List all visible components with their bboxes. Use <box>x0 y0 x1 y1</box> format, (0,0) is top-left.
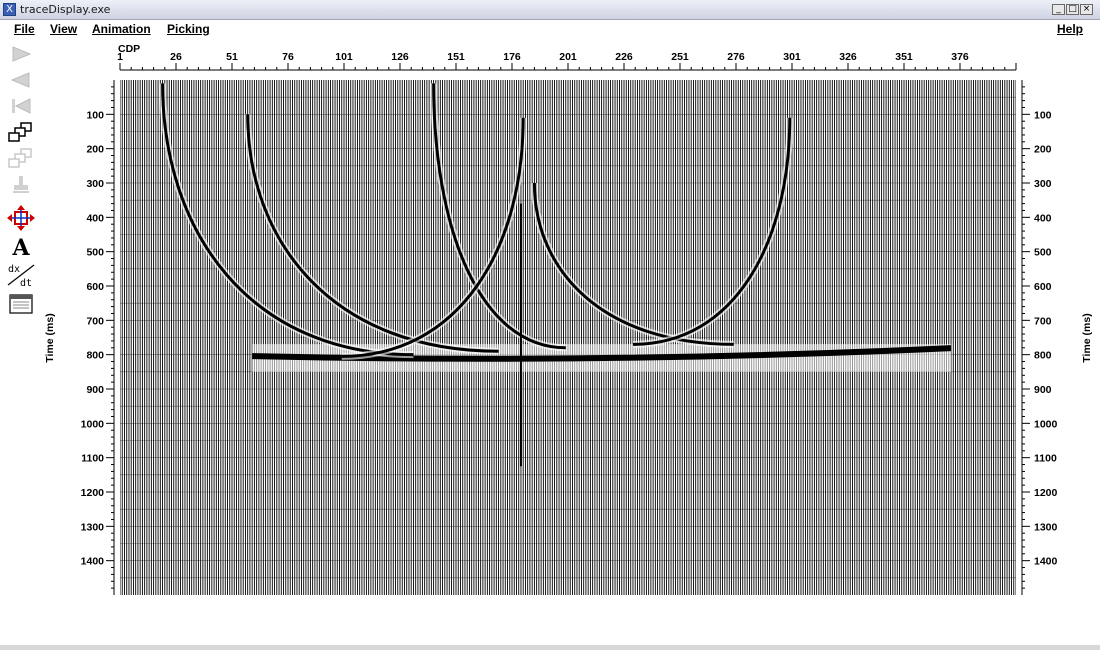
diffraction-event <box>532 182 734 346</box>
time-tick-label: 500 <box>86 247 104 259</box>
derivative-top-text: dx <box>8 264 20 275</box>
cdp-axis: 1 26 51 76 101 126 151 176 201 226 251 276 301 326 351… <box>117 51 1017 71</box>
step-back-icon[interactable] <box>6 94 36 118</box>
time-tick-label: 1400 <box>81 556 105 568</box>
time-tick-label: 400 <box>86 212 104 224</box>
cdp-tick-label: 1 <box>117 51 123 63</box>
time-tick-label: 700 <box>1034 315 1052 327</box>
stamp-icon[interactable] <box>6 172 36 196</box>
time-tick-label: 300 <box>1034 178 1052 190</box>
time-axis-title-left: Time (ms) <box>44 313 56 362</box>
time-tick-label: 1000 <box>1034 418 1058 430</box>
cdp-tick-label: 251 <box>671 51 689 63</box>
bottom-border <box>0 645 1100 650</box>
maximize-button[interactable]: □ <box>1066 4 1079 15</box>
cdp-tick-label: 51 <box>226 51 238 63</box>
cdp-tick-label: 326 <box>839 51 857 63</box>
time-tick-label: 700 <box>86 315 104 327</box>
time-tick-label: 1100 <box>81 453 104 465</box>
diffraction-event <box>432 83 566 350</box>
time-tick-label: 1100 <box>1034 453 1057 465</box>
cdp-tick-label: 76 <box>282 51 294 63</box>
toolbar: A dx dt <box>0 40 45 300</box>
app-icon: X <box>3 3 16 16</box>
cdp-tick-label: 276 <box>727 51 745 63</box>
cdp-tick-label: 176 <box>503 51 521 63</box>
cdp-tick-label: 376 <box>951 51 969 63</box>
time-tick-label: 900 <box>86 384 104 396</box>
time-tick-label: 600 <box>86 281 104 293</box>
window-stack-icon[interactable] <box>6 120 36 144</box>
time-tick-label: 400 <box>1034 212 1052 224</box>
time-tick-label: 900 <box>1034 384 1052 396</box>
diffraction-event <box>246 114 499 353</box>
time-tick-label: 200 <box>86 144 104 156</box>
time-tick-label: 200 <box>1034 144 1052 156</box>
menu-help[interactable]: Help <box>1057 22 1084 36</box>
reflection-events <box>159 83 952 467</box>
time-tick-label: 100 <box>1034 109 1052 121</box>
window-stack-disabled-icon[interactable] <box>6 146 36 170</box>
table-window-icon[interactable] <box>6 292 36 316</box>
cdp-tick-label: 26 <box>170 51 182 63</box>
cdp-tick-label: 126 <box>391 51 409 63</box>
time-tick-label: 600 <box>1034 281 1052 293</box>
time-tick-label: 1000 <box>81 418 105 430</box>
time-tick-label: 800 <box>86 350 104 362</box>
cdp-tick-label: 201 <box>559 51 577 63</box>
diffraction-event <box>341 117 525 358</box>
time-tick-label: 1200 <box>1034 487 1058 499</box>
cdp-tick-label: 101 <box>335 51 353 63</box>
menu-animation[interactable]: Animation <box>92 22 151 36</box>
menu-file[interactable]: File <box>14 22 35 36</box>
cdp-tick-label: 226 <box>615 51 633 63</box>
time-tick-label: 500 <box>1034 247 1052 259</box>
time-tick-label: 1200 <box>81 487 105 499</box>
play-forward-icon[interactable] <box>6 42 36 66</box>
annotate-text-glyph: A <box>12 235 30 261</box>
cdp-tick-label: 301 <box>783 51 801 63</box>
cdp-tick-label: 151 <box>447 51 465 63</box>
play-backward-icon[interactable] <box>6 68 36 92</box>
time-tick-label: 1300 <box>81 521 105 533</box>
time-tick-label: 300 <box>86 178 104 190</box>
menu-bar: File View Animation Picking Help <box>0 20 1100 40</box>
minimize-button[interactable]: _ <box>1052 4 1065 15</box>
time-tick-label: 100 <box>86 109 104 121</box>
time-tick-label: 1300 <box>1034 521 1058 533</box>
title-bar: X traceDisplay.exe _ □ × <box>0 0 1100 20</box>
close-button[interactable]: × <box>1080 4 1093 15</box>
derivative-icon[interactable]: dx dt <box>6 262 36 288</box>
cdp-tick-label: 351 <box>895 51 913 63</box>
window-title: traceDisplay.exe <box>20 3 111 16</box>
time-axis-title-right: Time (ms) <box>1081 313 1093 362</box>
time-tick-label: 1400 <box>1034 556 1058 568</box>
cdp-axis-title: CDP <box>118 43 140 55</box>
move-arrows-icon[interactable] <box>6 205 36 231</box>
menu-view[interactable]: View <box>50 22 78 36</box>
diffraction-event <box>632 117 792 346</box>
derivative-bottom-text: dt <box>20 278 32 288</box>
time-axis-right: 100 200 300 400 500 600 700 800 900 1000 1100 1200 1… <box>1021 80 1058 595</box>
menu-picking[interactable]: Picking <box>167 22 210 36</box>
annotate-text-icon[interactable]: A <box>6 235 36 261</box>
time-axis-left: 100 200 300 400 500 600 700 800 900 1000 1100 1200 1… <box>81 80 115 595</box>
diffraction-event <box>161 83 414 357</box>
time-tick-label: 800 <box>1034 350 1052 362</box>
